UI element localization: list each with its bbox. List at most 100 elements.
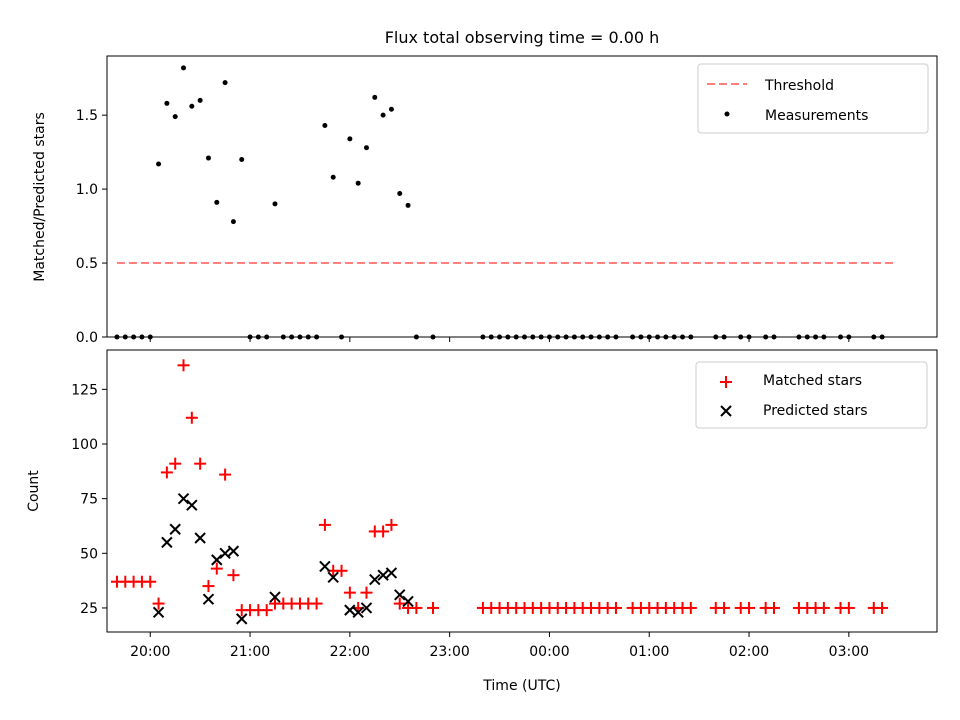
predicted-star-marker (377, 569, 389, 581)
matched-star-marker (767, 601, 780, 614)
bottom-y-tick-label: 100 (71, 437, 98, 453)
predicted-star-marker (161, 536, 173, 549)
matched-star-marker (343, 586, 356, 599)
measurement-point (397, 191, 403, 197)
matched-star-marker (410, 601, 423, 614)
matched-star-marker (377, 525, 390, 538)
predicted-star-marker (202, 593, 215, 605)
matched-star-marker (842, 601, 855, 614)
predicted-star-marker (152, 606, 165, 619)
predicted-star-marker (327, 571, 339, 584)
legend-matched-swatch (720, 376, 732, 388)
predicted-star-marker (352, 606, 364, 619)
measurement-point (380, 112, 386, 118)
top-y-ticks: 0.0 0.5 1.0 1.5 (76, 108, 107, 346)
matched-star-marker (202, 580, 215, 593)
matched-star-marker (876, 601, 889, 614)
matched-star-marker (227, 569, 240, 582)
top-panel: Flux total observing time = 0.00 h 0.00.… (32, 28, 938, 346)
matched-star-markers (110, 359, 889, 617)
matched-star-marker (144, 575, 157, 588)
measurement-point (355, 180, 361, 186)
matched-star-marker (609, 601, 622, 614)
matched-star-marker (260, 604, 273, 617)
bottom-x-tick-label: 00:00 (529, 644, 569, 660)
matched-star-marker (160, 466, 173, 479)
predicted-star-markers (152, 492, 414, 625)
measurement-point (156, 161, 162, 167)
bottom-x-tick-label: 23:00 (429, 644, 469, 660)
bottom-x-tick-label: 02:00 (729, 644, 769, 660)
legend-matched-label: Matched stars (763, 373, 862, 389)
matched-star-marker (152, 597, 165, 610)
measurement-point (181, 65, 187, 71)
matched-star-marker (318, 518, 331, 531)
predicted-star-marker (385, 567, 398, 579)
top-y-tick-label: 1.0 (76, 182, 98, 198)
bottom-y-axis-label: Count (26, 470, 42, 512)
bottom-x-axis-label: Time (UTC) (482, 678, 560, 694)
measurement-point (372, 94, 378, 100)
measurement-point (405, 202, 411, 208)
bottom-y-ticks: 25 50 75 100 125 (71, 382, 107, 617)
matched-star-marker (310, 597, 323, 610)
bottom-y-tick-label: 125 (71, 382, 98, 398)
measurement-point (347, 136, 353, 142)
bottom-panel: 25 50 75 100 125 20:00 21:00 22:00 23:00 00:00 01… (26, 349, 938, 694)
top-axes-frame (106, 55, 938, 338)
predicted-star-marker (319, 560, 331, 573)
matched-star-marker (219, 468, 232, 481)
measurement-point (239, 157, 245, 163)
bottom-x-tick-label: 03:00 (829, 644, 869, 660)
measurement-point (322, 123, 328, 129)
predicted-star-marker (211, 554, 223, 566)
matched-star-marker (360, 586, 373, 599)
bottom-x-ticks: 20:00 21:00 22:00 23:00 00:00 01:00 02:00 03:00 (130, 632, 869, 660)
predicted-star-marker (369, 573, 381, 586)
measurement-point (197, 97, 203, 103)
matched-star-marker (385, 518, 398, 531)
measurement-point (214, 199, 220, 205)
matched-star-marker (210, 562, 223, 575)
predicted-star-marker (194, 532, 206, 544)
matched-star-marker (169, 457, 182, 470)
measurement-point (388, 106, 394, 112)
bottom-axes-frame (106, 349, 938, 633)
top-legend: Threshold Measurements (697, 63, 929, 134)
measurement-point (230, 219, 236, 225)
matched-star-marker (427, 601, 440, 614)
bottom-x-tick-label: 21:00 (230, 644, 270, 660)
predicted-star-marker (219, 547, 231, 560)
predicted-star-marker (360, 602, 373, 614)
predicted-star-marker (169, 523, 181, 535)
bottom-y-tick-label: 75 (80, 492, 98, 508)
predicted-star-marker (177, 492, 190, 505)
matched-star-marker (335, 564, 348, 577)
measurement-point (330, 174, 336, 180)
bottom-y-tick-label: 50 (80, 546, 98, 562)
bottom-x-tick-label: 01:00 (629, 644, 669, 660)
top-y-tick-label: 0.0 (76, 330, 98, 346)
matched-star-marker (185, 411, 198, 424)
top-legend-box (697, 63, 929, 134)
predicted-star-marker (236, 613, 248, 625)
measurement-point (172, 114, 178, 120)
top-y-tick-label: 1.5 (76, 108, 98, 124)
matched-star-marker (718, 601, 731, 614)
legend-measurements-label: Measurements (765, 108, 868, 124)
predicted-star-marker (402, 595, 414, 608)
measurement-point (272, 201, 278, 207)
legend-predicted-swatch (720, 405, 732, 417)
top-y-tick-label: 0.5 (76, 256, 98, 272)
measurement-point (222, 80, 228, 86)
top-y-axis-label: Matched/Predicted stars (32, 112, 48, 282)
measurement-point (164, 100, 170, 106)
measurement-point (205, 155, 211, 161)
matched-star-marker (817, 601, 830, 614)
legend-predicted-label: Predicted stars (763, 403, 868, 419)
bottom-x-tick-label: 22:00 (330, 644, 370, 660)
matched-star-marker (393, 597, 406, 610)
predicted-star-marker (344, 604, 356, 616)
bottom-x-tick-label: 20:00 (130, 644, 170, 660)
